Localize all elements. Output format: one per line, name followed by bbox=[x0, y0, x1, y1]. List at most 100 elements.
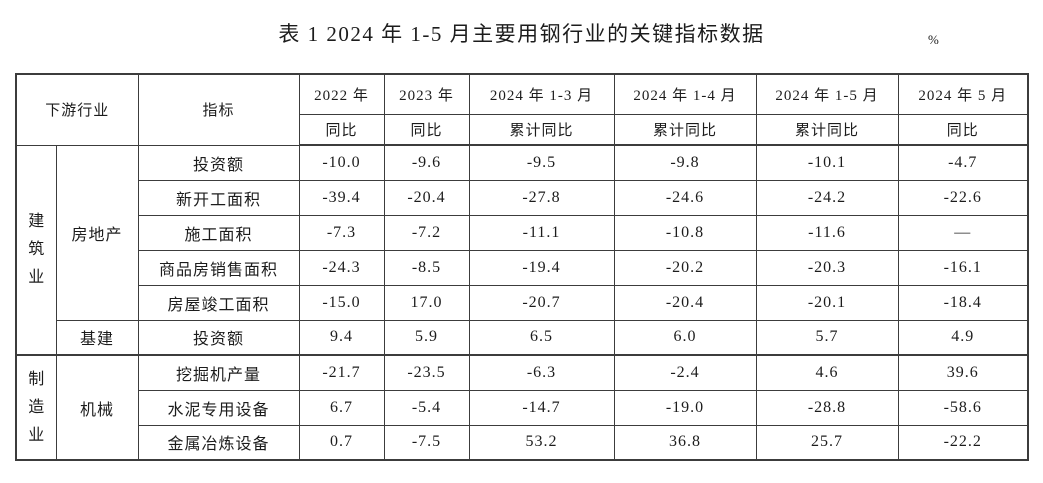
indicator-cell: 新开工面积 bbox=[137, 179, 300, 216]
period-sub-label: 累计同比 bbox=[755, 113, 899, 146]
value-cell: -20.1 bbox=[755, 284, 899, 321]
value-cell: 5.9 bbox=[383, 319, 470, 356]
value-cell: -7.2 bbox=[383, 214, 470, 251]
value-cell: — bbox=[897, 214, 1029, 251]
steel-industry-table: 下游行业 指标 2022 年 2023 年 2024 年 1-3 月 2024 … bbox=[15, 73, 1030, 461]
value-cell: -20.4 bbox=[383, 179, 470, 216]
value-cell: -10.1 bbox=[755, 144, 899, 181]
value-cell: 53.2 bbox=[468, 424, 615, 461]
value-cell: 6.7 bbox=[298, 389, 385, 426]
value-cell: -6.3 bbox=[468, 354, 615, 391]
period-sub-label: 累计同比 bbox=[468, 113, 615, 146]
value-cell: -8.5 bbox=[383, 249, 470, 286]
value-cell: 4.6 bbox=[755, 354, 899, 391]
value-cell: -19.0 bbox=[613, 389, 757, 426]
unit-label: % bbox=[928, 32, 939, 47]
value-cell: -18.4 bbox=[897, 284, 1029, 321]
value-cell: -22.2 bbox=[897, 424, 1029, 461]
period-label: 2023 年 bbox=[383, 73, 470, 115]
value-cell: 6.0 bbox=[613, 319, 757, 356]
value-cell: 17.0 bbox=[383, 284, 470, 321]
value-cell: 36.8 bbox=[613, 424, 757, 461]
table-row: 制造业 机械 挖掘机产量 -21.7 -23.5 -6.3 -2.4 4.6 3… bbox=[15, 354, 1029, 461]
header-row-subtypes: 同比 同比 累计同比 累计同比 累计同比 同比 bbox=[16, 113, 1029, 146]
indicator-cell: 金属冶炼设备 bbox=[137, 424, 300, 461]
table-row: 施工面积 -7.3 -7.2 -11.1 -10.8 -11.6 — bbox=[16, 214, 1029, 251]
value-cell: -15.0 bbox=[298, 284, 385, 321]
value-cell: -20.7 bbox=[468, 284, 615, 321]
value-cell: -7.5 bbox=[383, 424, 470, 461]
value-cell: -9.5 bbox=[468, 144, 615, 181]
value-cell: -7.3 bbox=[298, 214, 385, 251]
value-cell: -2.4 bbox=[613, 354, 757, 391]
header-indicator: 指标 bbox=[137, 73, 300, 146]
table-row: 商品房销售面积 -24.3 -8.5 -19.4 -20.2 -20.3 -16… bbox=[16, 249, 1029, 286]
period-sub-label: 同比 bbox=[897, 113, 1029, 146]
value-cell: -39.4 bbox=[298, 179, 385, 216]
indicator-cell: 投资额 bbox=[137, 319, 300, 356]
table-row: 房屋竣工面积 -15.0 17.0 -20.7 -20.4 -20.1 -18.… bbox=[16, 284, 1029, 321]
indicator-cell: 商品房销售面积 bbox=[137, 249, 300, 286]
header-row-periods: 下游行业 指标 2022 年 2023 年 2024 年 1-3 月 2024 … bbox=[15, 73, 1029, 146]
table-row: 水泥专用设备 6.7 -5.4 -14.7 -19.0 -28.8 -58.6 bbox=[16, 389, 1029, 426]
period-sub-label: 同比 bbox=[383, 113, 470, 146]
industry-group-cell: 制造业 bbox=[15, 354, 57, 461]
value-cell: -20.3 bbox=[755, 249, 899, 286]
value-cell: -4.7 bbox=[897, 144, 1029, 181]
value-cell: -21.7 bbox=[298, 354, 385, 391]
period-sub-label: 同比 bbox=[298, 113, 385, 146]
industry-group-cell: 建筑业 bbox=[15, 144, 57, 356]
value-cell: 39.6 bbox=[897, 354, 1029, 391]
value-cell: -20.4 bbox=[613, 284, 757, 321]
subindustry-cell: 房地产 bbox=[55, 144, 139, 321]
table-header: 下游行业 指标 2022 年 2023 年 2024 年 1-3 月 2024 … bbox=[15, 73, 1029, 146]
value-cell: 25.7 bbox=[755, 424, 899, 461]
period-label: 2022 年 bbox=[298, 73, 385, 115]
value-cell: 4.9 bbox=[897, 319, 1029, 356]
period-label: 2024 年 1-5 月 bbox=[755, 73, 899, 115]
value-cell: -5.4 bbox=[383, 389, 470, 426]
value-cell: -58.6 bbox=[897, 389, 1029, 426]
header-industry: 下游行业 bbox=[15, 73, 139, 146]
period-label: 2024 年 1-4 月 bbox=[613, 73, 757, 115]
value-cell: -27.8 bbox=[468, 179, 615, 216]
table-body: 建筑业 房地产 投资额 -10.0 -9.6 -9.5 -9.8 -10.1 -… bbox=[15, 144, 1029, 461]
subindustry-cell: 基建 bbox=[55, 319, 139, 356]
value-cell: 5.7 bbox=[755, 319, 899, 356]
value-cell: -22.6 bbox=[897, 179, 1029, 216]
value-cell: -10.0 bbox=[298, 144, 385, 181]
industry-group-label: 建筑业 bbox=[28, 212, 45, 286]
indicator-cell: 水泥专用设备 bbox=[137, 389, 300, 426]
page-title: 表 1 2024 年 1-5 月主要用钢行业的关键指标数据 bbox=[278, 22, 765, 46]
table-row: 基建 投资额 9.4 5.9 6.5 6.0 5.7 4.9 bbox=[16, 319, 1029, 356]
value-cell: -24.3 bbox=[298, 249, 385, 286]
value-cell: -14.7 bbox=[468, 389, 615, 426]
indicator-cell: 房屋竣工面积 bbox=[137, 284, 300, 321]
value-cell: 6.5 bbox=[468, 319, 615, 356]
industry-group-label: 制造业 bbox=[28, 370, 45, 444]
value-cell: -19.4 bbox=[468, 249, 615, 286]
indicator-cell: 投资额 bbox=[137, 144, 300, 181]
indicator-cell: 挖掘机产量 bbox=[137, 354, 300, 391]
value-cell: -11.1 bbox=[468, 214, 615, 251]
value-cell: -28.8 bbox=[755, 389, 899, 426]
table-row: 新开工面积 -39.4 -20.4 -27.8 -24.6 -24.2 -22.… bbox=[16, 179, 1029, 216]
value-cell: -9.6 bbox=[383, 144, 470, 181]
subindustry-cell: 机械 bbox=[55, 354, 139, 461]
period-label: 2024 年 5 月 bbox=[897, 73, 1029, 115]
value-cell: -20.2 bbox=[613, 249, 757, 286]
value-cell: -24.6 bbox=[613, 179, 757, 216]
value-cell: -10.8 bbox=[613, 214, 757, 251]
period-sub-label: 累计同比 bbox=[613, 113, 757, 146]
value-cell: -16.1 bbox=[897, 249, 1029, 286]
value-cell: -9.8 bbox=[613, 144, 757, 181]
indicator-cell: 施工面积 bbox=[137, 214, 300, 251]
table-row: 建筑业 房地产 投资额 -10.0 -9.6 -9.5 -9.8 -10.1 -… bbox=[15, 144, 1029, 356]
table-row: 金属冶炼设备 0.7 -7.5 53.2 36.8 25.7 -22.2 bbox=[16, 424, 1029, 461]
value-cell: 0.7 bbox=[298, 424, 385, 461]
title-bar: 表 1 2024 年 1-5 月主要用钢行业的关键指标数据 % bbox=[0, 18, 1043, 48]
period-label: 2024 年 1-3 月 bbox=[468, 73, 615, 115]
value-cell: -24.2 bbox=[755, 179, 899, 216]
value-cell: -11.6 bbox=[755, 214, 899, 251]
